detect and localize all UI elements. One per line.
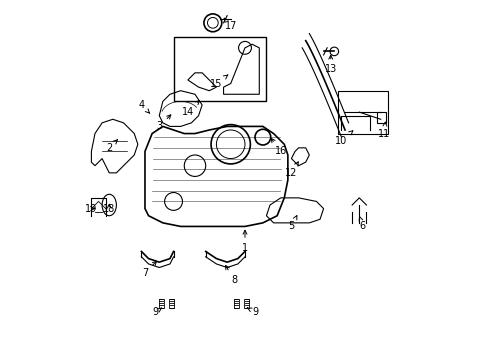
Text: 14: 14 [182, 100, 199, 117]
Text: 19: 19 [85, 203, 98, 213]
Text: 6: 6 [359, 216, 366, 231]
Bar [159, 298, 164, 308]
Text: 13: 13 [324, 55, 337, 74]
Text: 15: 15 [210, 75, 228, 89]
Bar [245, 298, 249, 308]
Bar [169, 298, 174, 308]
Text: 5: 5 [288, 216, 297, 231]
Bar [377, 112, 386, 123]
Text: 17: 17 [224, 18, 237, 31]
Text: 10: 10 [335, 131, 353, 146]
Text: 1: 1 [242, 230, 248, 253]
Text: 8: 8 [225, 265, 237, 285]
Text: 7: 7 [142, 261, 156, 278]
Text: 4: 4 [138, 100, 149, 113]
Text: 12: 12 [285, 162, 298, 178]
Text: 18: 18 [103, 203, 115, 213]
Text: 3: 3 [156, 115, 171, 131]
Text: 11: 11 [378, 122, 391, 139]
Text: 16: 16 [271, 139, 287, 157]
Text: 2: 2 [106, 140, 118, 153]
Bar [234, 298, 239, 308]
Text: 9: 9 [152, 307, 162, 317]
Text: 9: 9 [247, 307, 259, 317]
